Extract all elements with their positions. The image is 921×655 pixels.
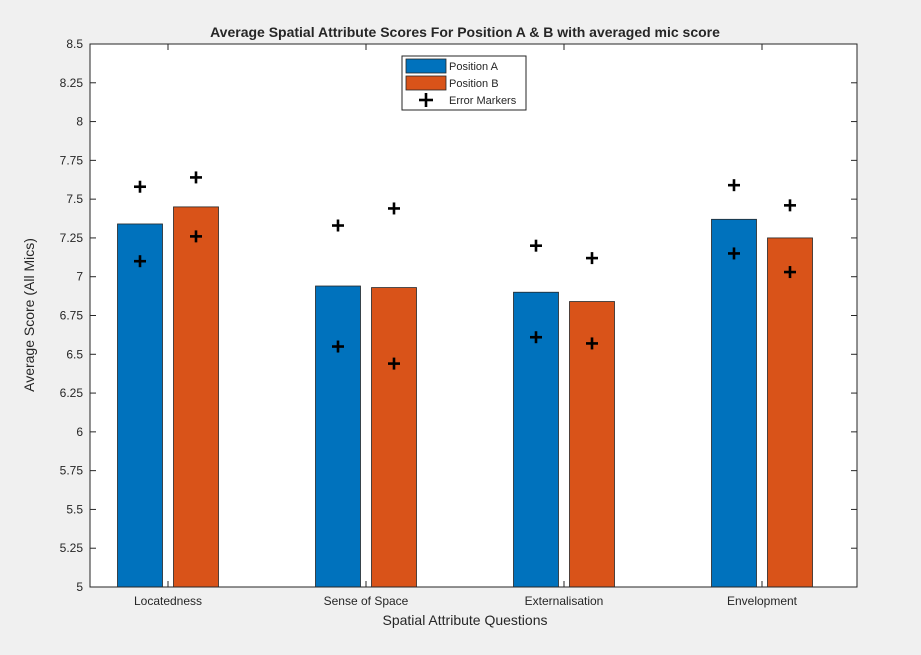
- error-marker-high: [530, 239, 542, 252]
- y-tick-label: 7.5: [66, 192, 83, 206]
- y-tick-label: 8: [76, 115, 83, 129]
- error-marker-low: [728, 247, 740, 260]
- x-tick-label: Envelopment: [727, 594, 798, 608]
- y-tick-label: 6.75: [60, 309, 84, 323]
- error-marker-high: [134, 180, 146, 193]
- y-tick-label: 6.5: [66, 347, 83, 361]
- error-markers-layer: [134, 171, 796, 370]
- legend-label-position-b: Position B: [449, 78, 499, 90]
- y-axis-ticks: 5 5.25 5.5 5.75 6 6.25 6.5 6.75 7 7.25 7.5 7.75 8 8.2…: [60, 37, 857, 594]
- error-marker-high: [388, 202, 400, 215]
- chart-title: Average Spatial Attribute Scores For Pos…: [210, 24, 720, 40]
- x-tick-label: Sense of Space: [324, 594, 409, 608]
- bar-position-a: [117, 223, 163, 588]
- error-marker-high: [728, 179, 740, 192]
- legend-swatch-position-b: [405, 75, 447, 91]
- y-tick-label: 7.25: [60, 231, 84, 245]
- legend-error-marker-icon: [419, 93, 433, 107]
- legend-label-error-markers: Error Markers: [449, 95, 517, 107]
- error-marker-high: [586, 252, 598, 265]
- error-marker-low: [530, 331, 542, 344]
- error-marker-low: [586, 337, 598, 350]
- x-axis-ticks: Locatedness Sense of Space Externalisation…: [134, 44, 798, 608]
- error-marker-low: [190, 230, 202, 243]
- y-tick-label: 8.25: [60, 76, 84, 90]
- error-marker-high: [332, 219, 344, 232]
- legend-label-position-a: Position A: [449, 61, 499, 73]
- bar-position-a: [315, 285, 361, 588]
- legend-swatch-position-a: [405, 58, 447, 74]
- y-tick-label: 6: [76, 425, 83, 439]
- y-tick-label: 7.75: [60, 153, 84, 167]
- error-marker-low: [134, 255, 146, 268]
- error-marker-low: [784, 266, 796, 279]
- bar-position-a: [711, 218, 757, 588]
- y-tick-label: 6.25: [60, 386, 84, 400]
- bar-position-b: [173, 206, 219, 588]
- x-axis-label: Spatial Attribute Questions: [383, 612, 548, 628]
- bar-position-b: [371, 287, 417, 588]
- x-tick-label: Locatedness: [134, 594, 202, 608]
- y-tick-label: 5.5: [66, 502, 83, 516]
- error-marker-high: [190, 171, 202, 184]
- error-marker-low: [332, 340, 344, 353]
- error-marker-low: [388, 357, 400, 370]
- error-marker-high: [784, 199, 796, 212]
- y-tick-label: 8.5: [66, 37, 83, 51]
- y-tick-label: 5.25: [60, 541, 84, 555]
- bars-layer: [117, 206, 813, 588]
- y-tick-label: 5: [76, 580, 83, 594]
- y-axis-label: Average Score (All Mics): [21, 238, 37, 392]
- y-tick-label: 7: [76, 270, 83, 284]
- x-tick-label: Externalisation: [525, 594, 604, 608]
- bar-position-b: [767, 237, 813, 588]
- legend: Position A Position B Error Markers: [401, 55, 527, 111]
- y-tick-label: 5.75: [60, 464, 84, 478]
